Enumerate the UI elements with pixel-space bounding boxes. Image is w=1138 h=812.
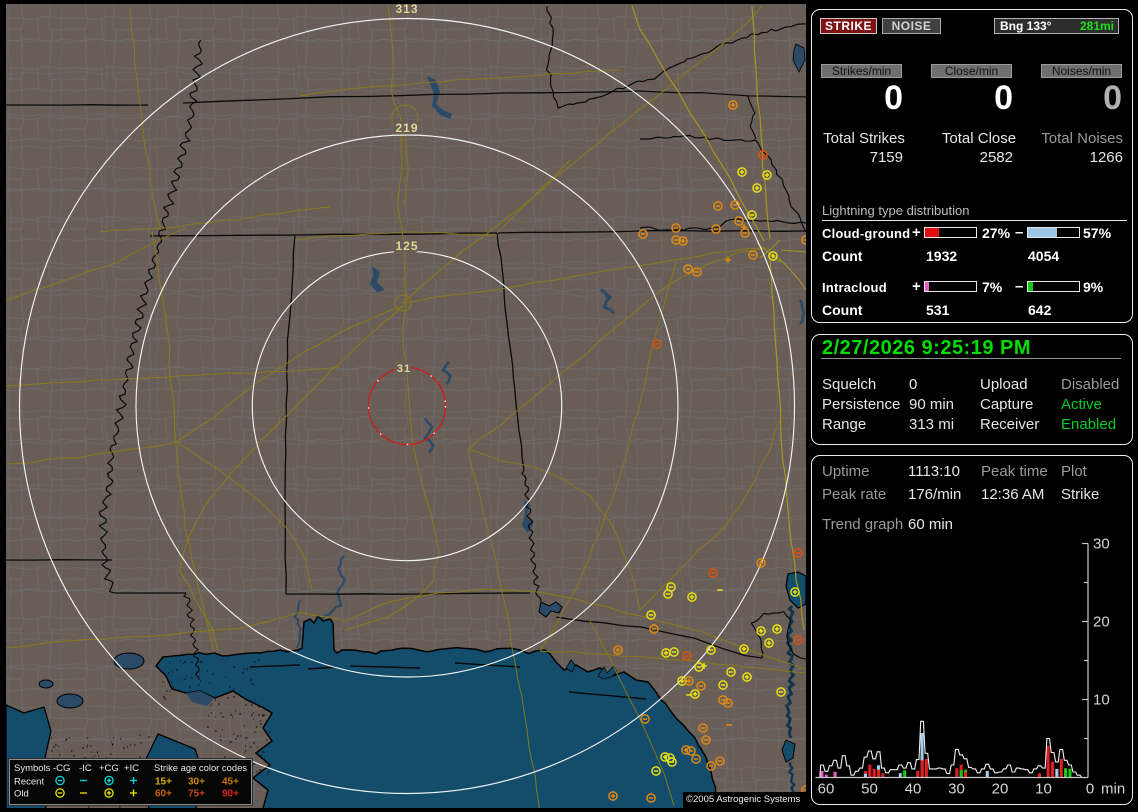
svg-text:Symbols: Symbols xyxy=(14,763,51,774)
svg-text:219: 219 xyxy=(395,121,418,135)
svg-text:-IC: -IC xyxy=(79,763,92,774)
svg-text:Old: Old xyxy=(14,789,29,800)
svg-text:60+: 60+ xyxy=(155,789,172,800)
svg-text:45+: 45+ xyxy=(222,777,239,788)
svg-text:15+: 15+ xyxy=(155,777,172,788)
svg-text:20: 20 xyxy=(1093,614,1110,631)
svg-text:min: min xyxy=(1101,781,1125,798)
svg-text:-CG: -CG xyxy=(53,763,70,774)
svg-text:+IC: +IC xyxy=(124,763,139,774)
svg-text:Recent: Recent xyxy=(14,777,44,788)
svg-text:0: 0 xyxy=(1086,781,1094,798)
svg-text:Strike age color codes: Strike age color codes xyxy=(154,763,247,774)
svg-text:30: 30 xyxy=(1093,536,1110,553)
svg-text:313: 313 xyxy=(395,4,418,16)
svg-text:40: 40 xyxy=(905,781,922,798)
svg-text:90+: 90+ xyxy=(222,789,239,800)
svg-text:10: 10 xyxy=(1093,692,1110,709)
svg-text:30+: 30+ xyxy=(188,777,205,788)
svg-text:60: 60 xyxy=(818,781,835,798)
svg-text:125: 125 xyxy=(395,239,418,253)
svg-text:50: 50 xyxy=(861,781,878,798)
svg-text:20: 20 xyxy=(992,781,1009,798)
svg-text:30: 30 xyxy=(948,781,965,798)
svg-text:+CG: +CG xyxy=(99,763,119,774)
svg-text:10: 10 xyxy=(1035,781,1052,798)
svg-text:31: 31 xyxy=(397,363,411,375)
svg-text:75+: 75+ xyxy=(188,789,205,800)
